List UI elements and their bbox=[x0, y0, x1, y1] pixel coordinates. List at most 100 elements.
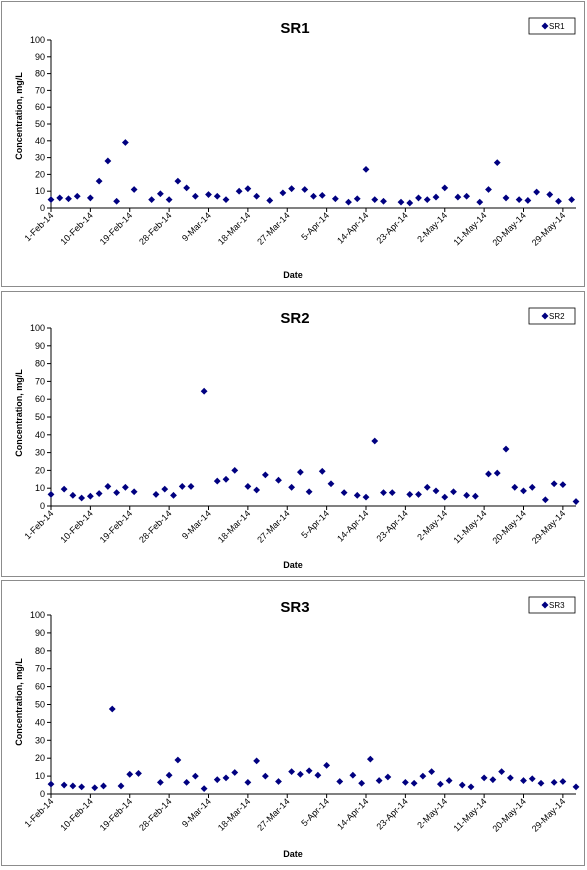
x-tick-label: 29-May-14 bbox=[530, 210, 567, 247]
data-point bbox=[261, 772, 269, 780]
x-tick-label: 11-May-14 bbox=[452, 508, 489, 545]
data-point bbox=[266, 197, 274, 204]
data-point bbox=[95, 490, 103, 497]
y-tick-label: 100 bbox=[30, 610, 45, 620]
data-point bbox=[336, 778, 344, 785]
x-tick-label: 5-Apr-14 bbox=[299, 508, 331, 540]
data-point bbox=[296, 770, 304, 778]
chart-svg-sr1: SR1 Concentration, mg/L Date SR1 0 10 20 30… bbox=[14, 17, 576, 280]
data-point bbox=[296, 468, 304, 476]
data-point bbox=[485, 186, 492, 193]
x-tick-label: 10-Feb-14 bbox=[58, 210, 94, 246]
data-point bbox=[515, 196, 523, 203]
data-point bbox=[441, 493, 449, 501]
data-point bbox=[559, 778, 567, 785]
data-point bbox=[244, 483, 252, 490]
data-point bbox=[358, 779, 366, 787]
x-tick-label: 20-May-14 bbox=[490, 210, 527, 247]
y-tick-label: 70 bbox=[35, 85, 45, 95]
data-point bbox=[432, 487, 440, 495]
x-tick-label: 1-Feb-14 bbox=[23, 508, 56, 541]
data-point bbox=[493, 469, 501, 477]
data-point bbox=[65, 195, 72, 203]
data-point bbox=[318, 192, 326, 199]
legend-label: SR3 bbox=[549, 601, 565, 610]
x-tick-label: 10-Feb-14 bbox=[58, 796, 94, 832]
x-tick-label: 5-Apr-14 bbox=[299, 796, 331, 828]
data-point bbox=[380, 197, 387, 205]
data-point bbox=[327, 480, 335, 488]
data-point bbox=[498, 768, 506, 776]
x-tick-label: 19-Feb-14 bbox=[98, 210, 134, 246]
y-tick-label: 0 bbox=[40, 501, 45, 511]
y-axis-label: Concentration, mg/L bbox=[14, 369, 24, 457]
data-point bbox=[60, 781, 68, 789]
y-tick-label: 10 bbox=[35, 186, 45, 196]
data-point bbox=[436, 780, 444, 788]
legend-marker bbox=[541, 22, 549, 30]
data-point bbox=[458, 781, 466, 789]
data-point bbox=[156, 190, 164, 198]
x-tick-label: 19-Feb-14 bbox=[98, 796, 134, 832]
x-tick-label: 28-Feb-14 bbox=[137, 508, 173, 544]
y-ticks: 0 10 20 30 40 50 60 70 80 90 100 bbox=[30, 610, 51, 799]
x-tick-label: 9-Mar-14 bbox=[180, 508, 213, 541]
data-point bbox=[406, 491, 414, 498]
data-point bbox=[375, 777, 383, 784]
y-tick-label: 60 bbox=[35, 682, 45, 692]
data-point bbox=[126, 770, 134, 778]
x-tick-label: 2-May-14 bbox=[415, 508, 449, 542]
data-point bbox=[152, 491, 160, 498]
y-tick-label: 20 bbox=[35, 753, 45, 763]
y-tick-label: 70 bbox=[35, 664, 45, 674]
data-point bbox=[555, 197, 562, 205]
data-point bbox=[130, 488, 138, 496]
x-axis-label: Date bbox=[283, 270, 303, 280]
data-point bbox=[170, 491, 177, 499]
chart-panel-sr1: SR1 Concentration, mg/L Date SR1 0 10 20 30… bbox=[1, 1, 585, 287]
y-ticks: 0 10 20 30 40 50 60 70 80 90 100 bbox=[30, 35, 51, 213]
data-point bbox=[550, 480, 558, 488]
data-point bbox=[244, 185, 252, 193]
data-point bbox=[533, 188, 541, 196]
y-tick-label: 60 bbox=[35, 102, 45, 112]
data-point bbox=[288, 768, 296, 776]
data-point bbox=[191, 192, 199, 200]
x-tick-label: 20-May-14 bbox=[490, 508, 527, 545]
data-point bbox=[371, 437, 379, 445]
data-point bbox=[450, 488, 457, 496]
x-tick-label: 18-Mar-14 bbox=[216, 210, 252, 246]
y-tick-label: 0 bbox=[40, 789, 45, 799]
data-point bbox=[130, 186, 138, 193]
x-tick-label: 23-Apr-14 bbox=[374, 796, 409, 831]
data-point bbox=[200, 387, 208, 395]
data-point bbox=[231, 769, 239, 776]
data-point bbox=[104, 483, 112, 490]
data-point bbox=[323, 761, 331, 769]
data-point bbox=[410, 779, 418, 787]
x-tick-label: 1-Feb-14 bbox=[23, 796, 56, 829]
data-point bbox=[572, 783, 580, 791]
data-point bbox=[253, 192, 261, 200]
x-tick-label: 18-Mar-14 bbox=[216, 508, 252, 544]
data-point bbox=[113, 197, 121, 205]
x-tick-label: 11-May-14 bbox=[452, 796, 489, 833]
data-point bbox=[279, 189, 287, 197]
data-point bbox=[86, 492, 94, 500]
y-axis-label: Concentration, mg/L bbox=[14, 72, 24, 160]
data-point bbox=[362, 165, 370, 173]
data-points bbox=[47, 705, 580, 793]
data-point bbox=[187, 483, 195, 490]
y-tick-label: 50 bbox=[35, 700, 45, 710]
chart-title: SR1 bbox=[280, 20, 309, 37]
data-point bbox=[441, 184, 449, 192]
data-point bbox=[493, 159, 501, 167]
data-point bbox=[480, 774, 488, 782]
x-tick-label: 14-Apr-14 bbox=[335, 210, 370, 245]
y-tick-label: 90 bbox=[35, 52, 45, 62]
data-point bbox=[331, 195, 339, 203]
data-point bbox=[380, 489, 387, 497]
x-tick-label: 27-Mar-14 bbox=[255, 796, 291, 832]
y-tick-label: 100 bbox=[30, 323, 45, 333]
data-point bbox=[165, 771, 173, 779]
